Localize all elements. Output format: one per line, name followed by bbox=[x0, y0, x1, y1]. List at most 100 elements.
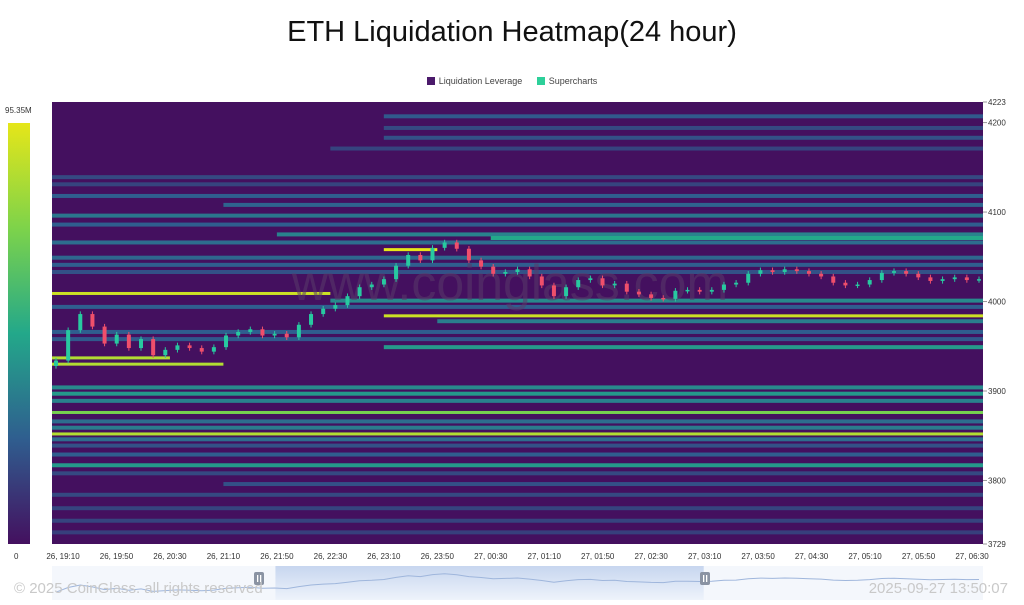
candle-body bbox=[831, 276, 836, 283]
candle-body bbox=[139, 339, 144, 349]
candle-body bbox=[709, 289, 714, 292]
candle-body bbox=[479, 260, 484, 267]
candle-body bbox=[612, 283, 617, 286]
candle-body bbox=[394, 265, 399, 280]
x-tick-label: 27, 01:50 bbox=[581, 552, 615, 561]
legend-swatch-liquidation-leverage bbox=[426, 77, 435, 85]
x-tick-label: 27, 06:30 bbox=[955, 552, 989, 561]
liquidation-band bbox=[490, 236, 983, 240]
x-tick-label: 27, 04:30 bbox=[795, 552, 829, 561]
candle-body bbox=[151, 339, 156, 356]
liquidation-band bbox=[52, 419, 983, 424]
legend-swatch-supercharts bbox=[536, 77, 545, 85]
candle-body bbox=[721, 284, 726, 290]
liquidation-band bbox=[223, 202, 984, 207]
y-tick-label: 3729 bbox=[988, 540, 1006, 549]
candle-body bbox=[260, 329, 265, 336]
candle-body bbox=[357, 287, 362, 297]
liquidation-band bbox=[437, 319, 983, 324]
candle-body bbox=[782, 269, 787, 272]
legend-label-supercharts: Supercharts bbox=[548, 76, 598, 86]
x-tick-label: 27, 02:30 bbox=[634, 552, 668, 561]
liquidation-band bbox=[52, 329, 983, 334]
candle-body bbox=[309, 314, 314, 325]
navigator-selection[interactable] bbox=[275, 566, 704, 600]
watermark: www.coinglass.com bbox=[291, 255, 728, 311]
x-tick-label: 26, 23:10 bbox=[367, 552, 401, 561]
liquidation-band bbox=[330, 146, 984, 151]
candle-body bbox=[734, 282, 739, 285]
colorbar bbox=[8, 123, 30, 544]
candle-body bbox=[442, 242, 447, 248]
legend-item-liquidation-leverage[interactable]: Liquidation Leverage bbox=[426, 76, 522, 86]
x-tick-label: 27, 03:10 bbox=[688, 552, 722, 561]
candle-body bbox=[406, 255, 411, 266]
candle-body bbox=[163, 349, 168, 356]
candle-body bbox=[891, 271, 896, 273]
candle-body bbox=[430, 247, 435, 261]
y-tick-label: 3800 bbox=[988, 476, 1006, 485]
candle-body bbox=[66, 330, 71, 361]
candle-body bbox=[879, 272, 884, 281]
candle-body bbox=[636, 291, 641, 295]
liquidation-band bbox=[52, 182, 983, 187]
liquidation-band bbox=[52, 432, 983, 436]
candle-body bbox=[794, 269, 799, 272]
candle-body bbox=[964, 277, 969, 281]
x-tick-label: 27, 05:50 bbox=[902, 552, 936, 561]
candle-body bbox=[175, 345, 180, 350]
candle-body bbox=[624, 283, 629, 292]
x-tick-label: 26, 19:50 bbox=[100, 552, 134, 561]
liquidation-band bbox=[52, 222, 983, 227]
candle-body bbox=[199, 348, 204, 352]
liquidation-band bbox=[52, 506, 983, 511]
candle-body bbox=[187, 345, 192, 349]
candle-body bbox=[333, 305, 338, 309]
candle-body bbox=[515, 269, 520, 272]
x-tick-label: 26, 21:50 bbox=[260, 552, 294, 561]
candle-body bbox=[284, 333, 289, 338]
y-tick-label: 4200 bbox=[988, 119, 1006, 128]
liquidation-band bbox=[383, 248, 438, 252]
liquidation-band bbox=[52, 398, 983, 403]
colorbar-min-label: 0 bbox=[14, 552, 19, 561]
liquidation-band bbox=[383, 135, 984, 140]
candle-body bbox=[746, 273, 751, 283]
y-axis: 4223 4200 4100 4000 3900 3800 3729 bbox=[983, 98, 1006, 549]
liquidation-band bbox=[52, 291, 331, 295]
liquidation-band bbox=[52, 425, 983, 430]
x-tick-label: 27, 05:10 bbox=[848, 552, 882, 561]
candle-body bbox=[551, 285, 556, 297]
navigator-left-handle[interactable] bbox=[254, 572, 264, 585]
x-tick-label: 26, 20:30 bbox=[153, 552, 187, 561]
candle-body bbox=[661, 297, 666, 300]
liquidation-band bbox=[52, 262, 983, 267]
liquidation-band bbox=[383, 125, 984, 130]
candle-body bbox=[649, 294, 654, 298]
liquidation-band bbox=[383, 114, 984, 119]
candle-body bbox=[855, 284, 860, 287]
liquidation-band bbox=[383, 345, 984, 350]
liquidation-band bbox=[52, 362, 224, 366]
liquidation-band bbox=[52, 213, 983, 218]
candle-body bbox=[272, 333, 277, 336]
candle-body bbox=[977, 279, 981, 281]
range-navigator[interactable] bbox=[52, 566, 983, 600]
candle-body bbox=[90, 314, 95, 327]
liquidation-band bbox=[52, 337, 983, 342]
liquidation-band bbox=[52, 530, 983, 535]
legend-item-supercharts[interactable]: Supercharts bbox=[536, 76, 598, 86]
candle-body bbox=[224, 335, 229, 348]
navigator-right-handle[interactable] bbox=[700, 572, 710, 585]
candle-body bbox=[321, 308, 326, 315]
liquidation-band bbox=[52, 471, 983, 476]
pause-handle-icon[interactable] bbox=[700, 572, 710, 585]
pause-handle-icon[interactable] bbox=[254, 572, 264, 585]
x-tick-label: 27, 01:10 bbox=[528, 552, 562, 561]
liquidation-band bbox=[330, 298, 984, 303]
price-candles bbox=[54, 239, 981, 369]
candle-body bbox=[952, 277, 957, 280]
liquidation-band bbox=[52, 240, 983, 245]
candle-body bbox=[491, 266, 496, 274]
